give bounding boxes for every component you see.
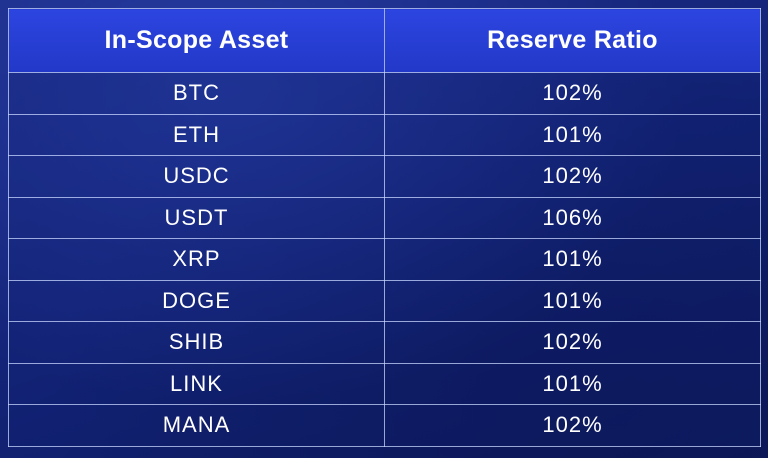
ratio-cell: 101%: [384, 113, 761, 156]
asset-cell: XRP: [8, 238, 385, 281]
asset-cell: SHIB: [8, 321, 385, 364]
table-row: USDT 106%: [8, 196, 761, 239]
asset-cell: USDC: [8, 155, 385, 198]
reserve-ratio-table: In-Scope Asset Reserve Ratio BTC 102% ET…: [8, 8, 761, 447]
asset-cell: DOGE: [8, 279, 385, 322]
table-row: BTC 102%: [8, 72, 761, 115]
ratio-cell: 102%: [384, 72, 761, 115]
table-row: MANA 102%: [8, 404, 761, 447]
ratio-cell: 102%: [384, 321, 761, 364]
header-reserve-ratio: Reserve Ratio: [384, 8, 761, 73]
ratio-cell: 101%: [384, 279, 761, 322]
ratio-cell: 102%: [384, 155, 761, 198]
table-row: LINK 101%: [8, 362, 761, 405]
table-row: XRP 101%: [8, 238, 761, 281]
asset-cell: MANA: [8, 404, 385, 447]
ratio-cell: 101%: [384, 238, 761, 281]
table-row: DOGE 101%: [8, 279, 761, 322]
header-asset: In-Scope Asset: [8, 8, 385, 73]
table-row: ETH 101%: [8, 113, 761, 156]
ratio-cell: 106%: [384, 196, 761, 239]
asset-cell: LINK: [8, 362, 385, 405]
asset-cell: BTC: [8, 72, 385, 115]
table-row: USDC 102%: [8, 155, 761, 198]
table-row: SHIB 102%: [8, 321, 761, 364]
asset-cell: ETH: [8, 113, 385, 156]
asset-cell: USDT: [8, 196, 385, 239]
table-header-row: In-Scope Asset Reserve Ratio: [8, 8, 761, 73]
ratio-cell: 101%: [384, 362, 761, 405]
ratio-cell: 102%: [384, 404, 761, 447]
